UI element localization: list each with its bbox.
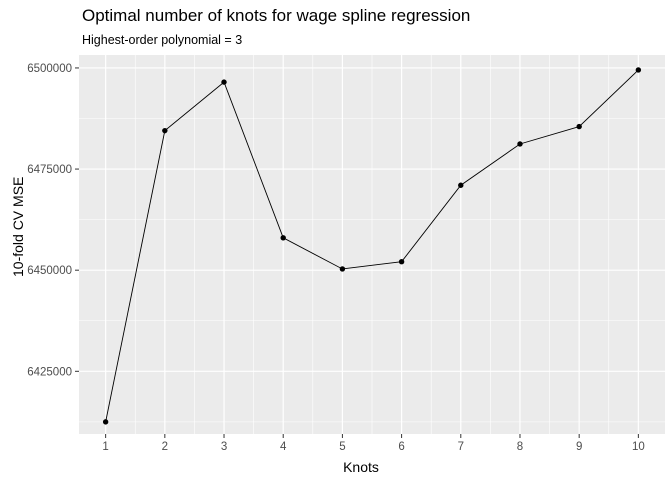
x-tick-label: 5: [339, 441, 345, 453]
x-tick-label: 9: [576, 441, 582, 453]
data-point: [517, 141, 523, 147]
x-tick-label: 4: [280, 441, 287, 453]
data-point: [221, 79, 227, 85]
data-point: [576, 123, 582, 130]
y-tick-label: 6450000: [27, 265, 72, 277]
y-tick-label: 6425000: [27, 366, 72, 378]
y-tick-label: 6500000: [27, 63, 72, 75]
y-tick-label: 6475000: [27, 164, 72, 176]
chart-title: Optimal number of knots for wage spline …: [82, 6, 471, 25]
data-point: [280, 235, 286, 241]
x-tick-label: 8: [517, 441, 523, 453]
x-tick-label: 7: [458, 441, 464, 453]
data-point: [102, 419, 109, 425]
x-axis-label: Knots: [343, 459, 379, 475]
data-point: [635, 67, 642, 73]
data-point: [339, 266, 346, 272]
x-tick-label: 2: [162, 441, 168, 453]
x-tick-label: 1: [102, 441, 108, 453]
x-tick-label: 3: [221, 441, 227, 453]
x-tick-label: 10: [632, 441, 645, 453]
data-point: [458, 182, 464, 188]
chart-subtitle: Highest-order polynomial = 3: [82, 33, 243, 47]
data-point: [162, 127, 168, 134]
data-point: [398, 258, 405, 265]
x-tick-label: 6: [398, 441, 404, 453]
series-line: [105, 69, 639, 422]
